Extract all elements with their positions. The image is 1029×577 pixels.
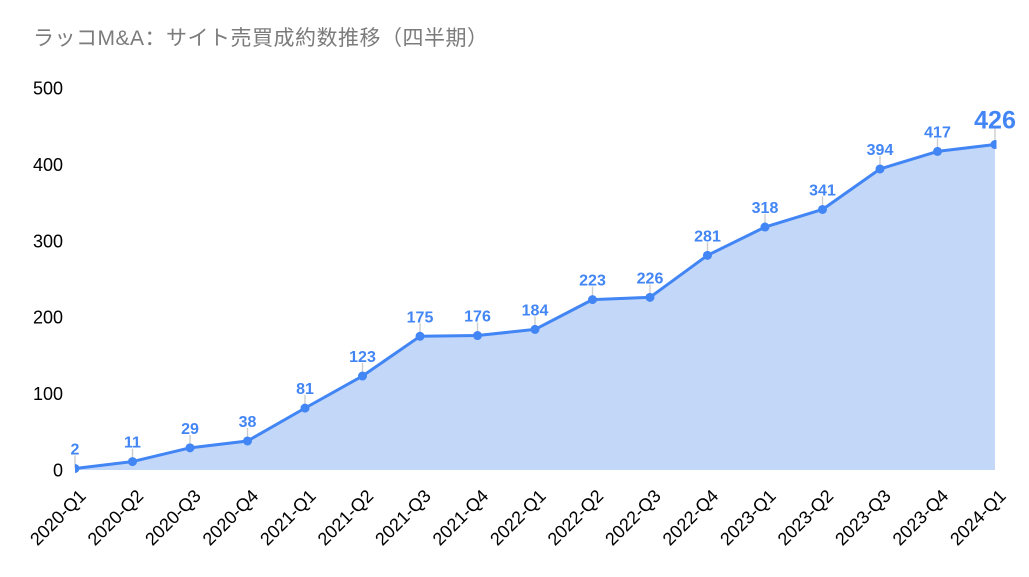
data-label: 226 (637, 270, 664, 287)
data-label: 223 (579, 273, 606, 290)
data-label: 81 (296, 381, 314, 398)
y-axis-tick-label: 400 (33, 155, 63, 175)
data-label: 394 (867, 142, 894, 159)
x-axis-tick-label: 2024-Q1 (946, 486, 1010, 550)
data-point (818, 204, 827, 214)
data-label: 184 (522, 302, 549, 319)
data-label: 341 (809, 182, 836, 199)
data-label: 123 (349, 349, 376, 366)
x-axis-tick-label: 2021-Q2 (314, 486, 378, 550)
x-axis-tick-label: 2022-Q2 (544, 486, 608, 550)
x-axis-tick-label: 2020-Q2 (84, 486, 148, 550)
data-label: 318 (752, 200, 779, 217)
data-label: 281 (694, 228, 721, 245)
x-axis-tick-label: 2023-Q3 (831, 486, 895, 550)
x-axis-tick-label: 2023-Q4 (889, 486, 953, 550)
data-point (128, 457, 137, 467)
data-point (243, 436, 252, 446)
x-axis-tick-label: 2023-Q2 (774, 486, 838, 550)
x-axis-tick-label: 2020-Q4 (199, 486, 263, 550)
data-point (415, 331, 425, 341)
x-axis-tick-label: 2022-Q1 (486, 486, 550, 550)
x-axis-tick-label: 2020-Q1 (26, 486, 90, 550)
data-label-latest: 426 (974, 107, 1016, 135)
chart-title: ラッコM&A：サイト売買成約数推移（四半期） (33, 27, 489, 50)
data-point (530, 324, 540, 334)
x-axis-tick-label: 2021-Q4 (429, 486, 493, 550)
data-point (645, 292, 655, 302)
series-area (75, 144, 995, 470)
data-point (300, 403, 310, 413)
y-axis-tick-label: 200 (33, 308, 63, 328)
data-point (588, 295, 597, 305)
data-label: 176 (464, 309, 491, 326)
data-label: 38 (239, 414, 257, 431)
data-label: 2 (71, 441, 80, 458)
y-axis-tick-label: 500 (33, 79, 63, 99)
data-label: 29 (181, 421, 199, 438)
data-point (933, 146, 942, 156)
y-axis-tick-label: 300 (33, 231, 63, 251)
data-point (760, 222, 770, 232)
x-axis-tick-label: 2022-Q3 (601, 486, 665, 550)
data-point (75, 463, 80, 473)
x-axis-tick-label: 2021-Q1 (256, 486, 320, 550)
data-point (703, 250, 712, 260)
data-point (185, 443, 195, 453)
data-label: 175 (407, 309, 434, 326)
data-label: 417 (924, 124, 951, 141)
x-axis-tick-label: 2022-Q4 (659, 486, 723, 550)
x-axis-tick-label: 2021-Q3 (371, 486, 435, 550)
data-point (358, 371, 367, 381)
y-axis-tick-label: 100 (33, 384, 63, 404)
data-point (990, 140, 997, 150)
x-axis-tick-label: 2023-Q1 (716, 486, 780, 550)
data-label: 11 (124, 435, 141, 452)
data-point (875, 164, 885, 174)
data-point (473, 331, 482, 341)
x-axis-tick-label: 2020-Q3 (141, 486, 205, 550)
y-axis-tick-label: 0 (53, 461, 63, 481)
